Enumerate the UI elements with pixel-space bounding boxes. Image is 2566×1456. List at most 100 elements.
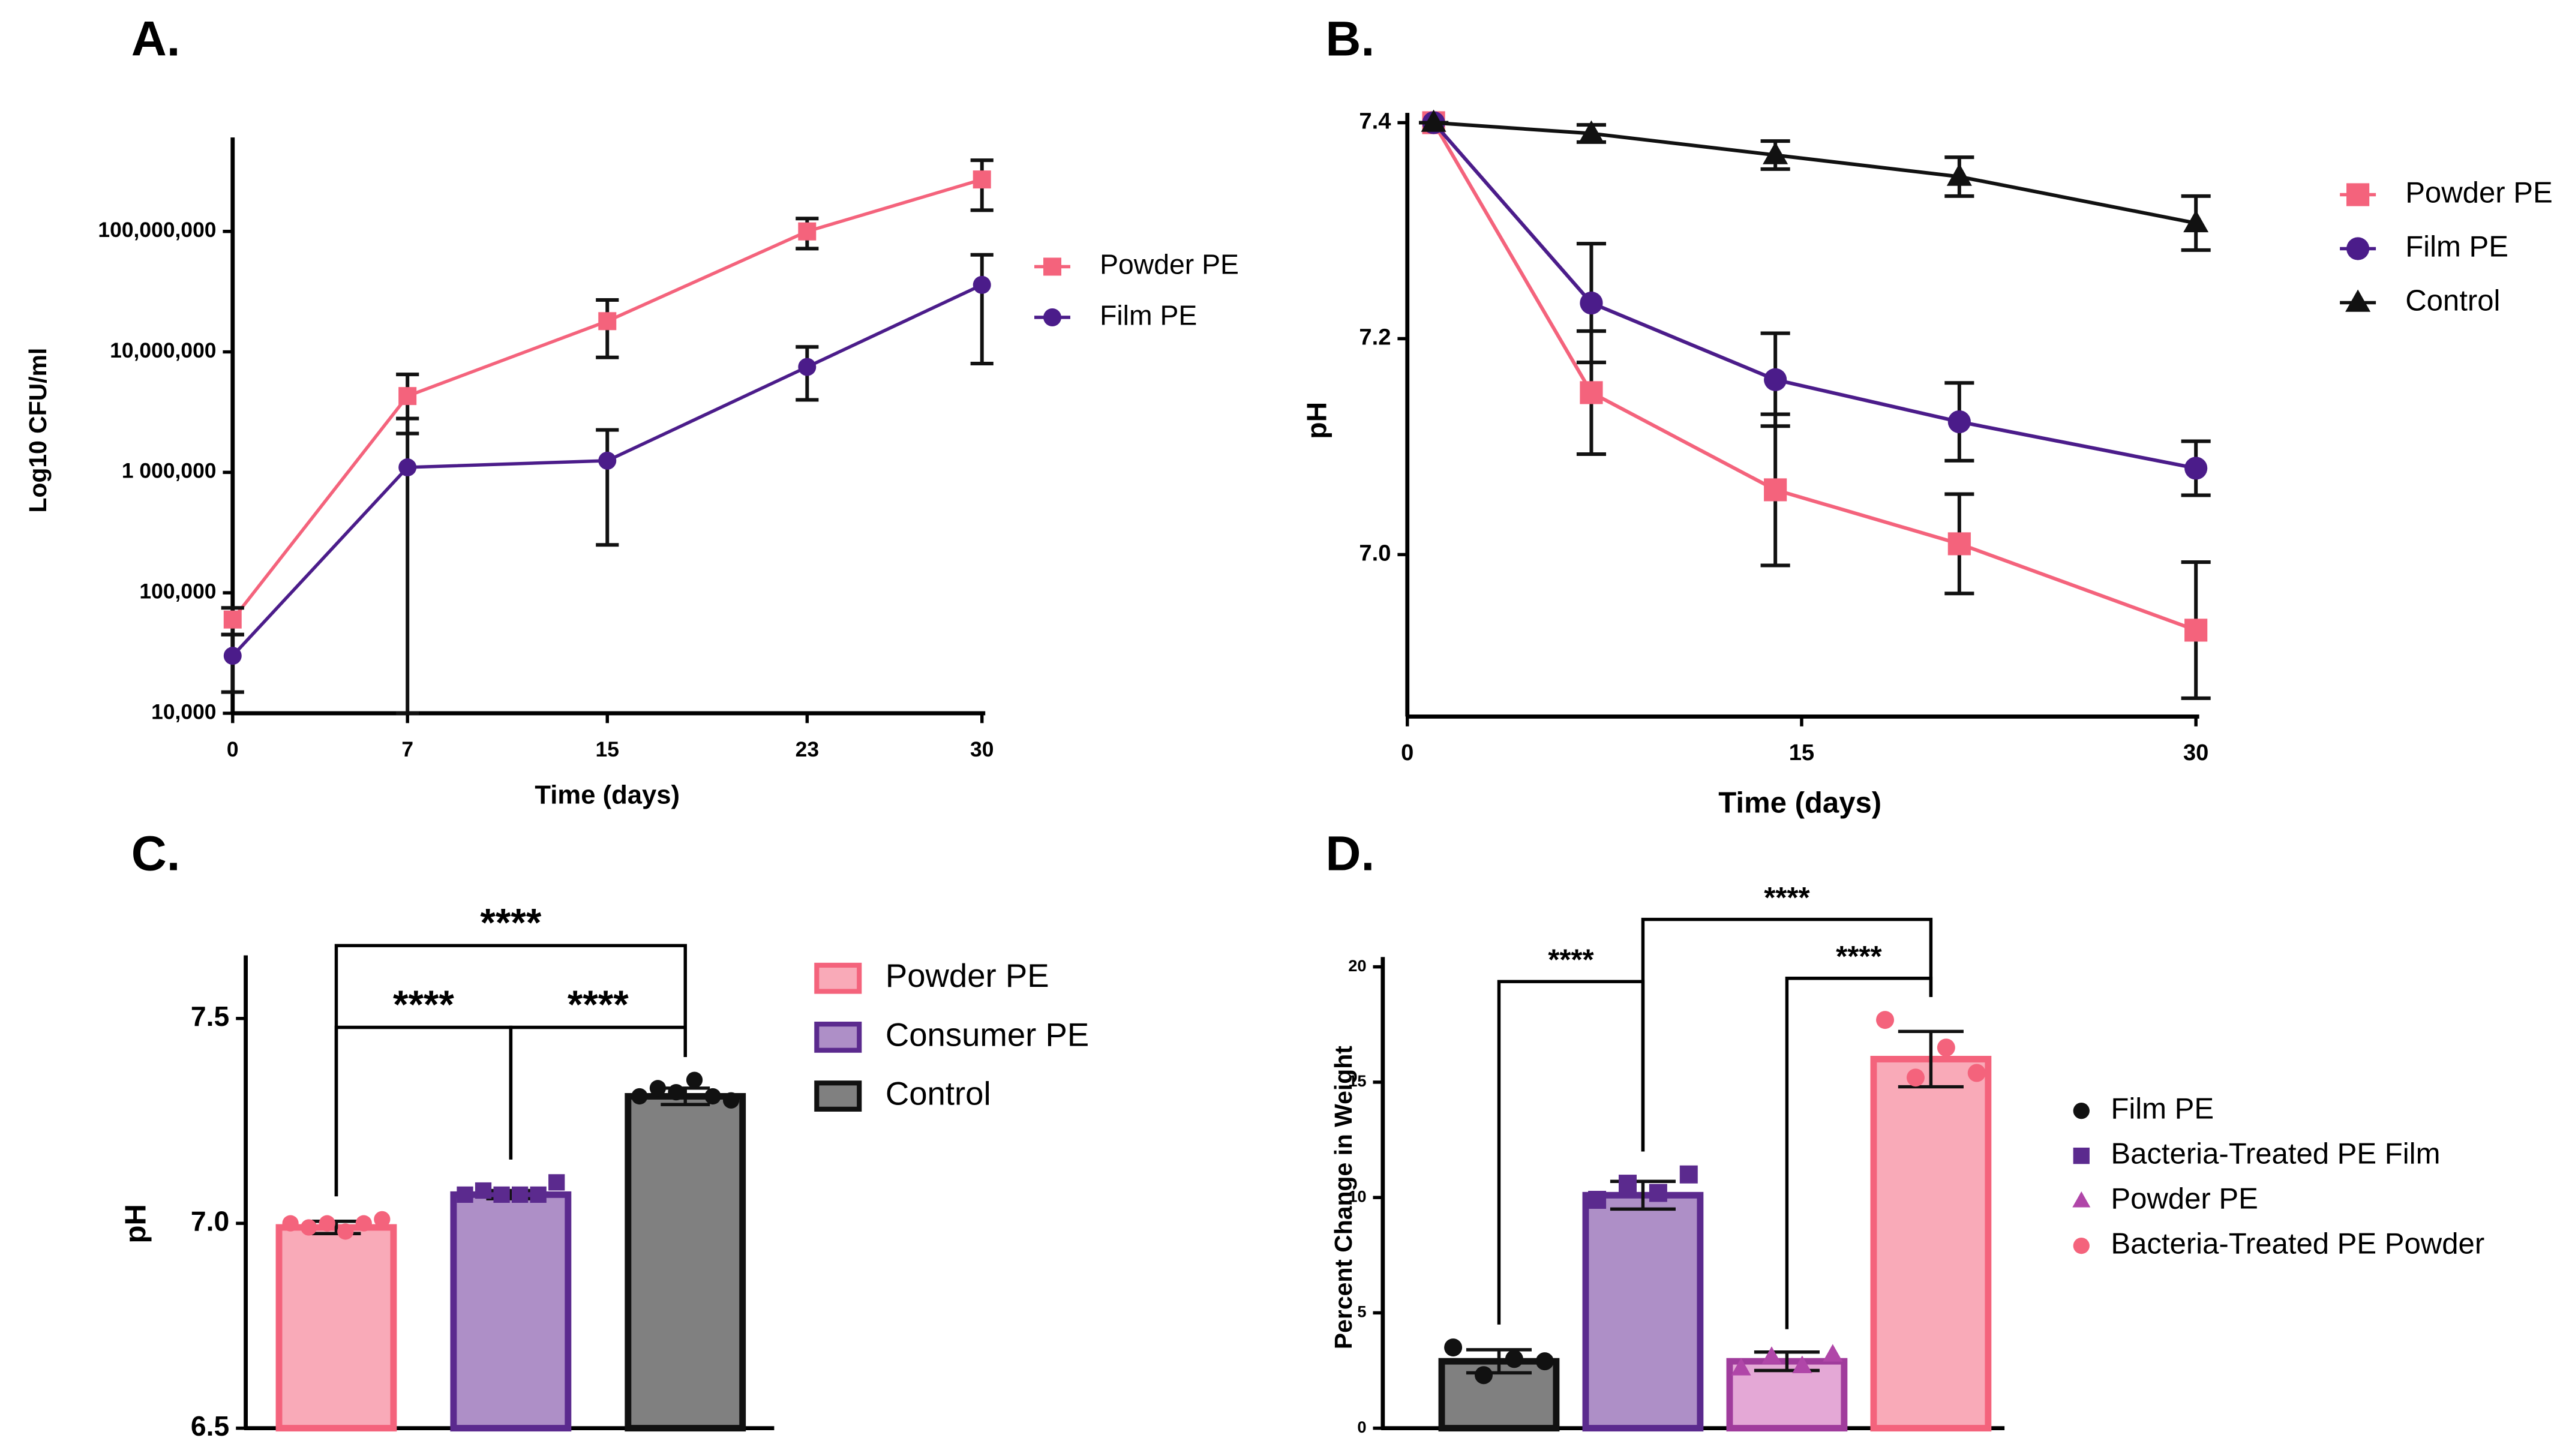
data-point (1876, 1011, 1895, 1029)
data-point (704, 1088, 721, 1105)
y-tick-label: 10,000 (151, 700, 216, 724)
error-bar (1898, 1029, 1964, 1089)
data-point (2184, 457, 2208, 480)
legend-label: Powder PE (1100, 249, 1239, 280)
legend-label: Bacteria-Treated PE Powder (2111, 1228, 2484, 1260)
legend-label: Control (886, 1075, 991, 1112)
data-point (1580, 381, 1603, 404)
data-point (1967, 1064, 1986, 1082)
legend-label: Consumer PE (886, 1016, 1089, 1053)
data-point (2183, 209, 2209, 233)
bar (275, 1224, 397, 1432)
data-point (1535, 1352, 1554, 1371)
data-point (1764, 368, 1787, 391)
data-point (548, 1174, 565, 1191)
data-point (1588, 1190, 1607, 1209)
legend-marker (2346, 183, 2370, 206)
data-point (1505, 1350, 1523, 1368)
data-point (686, 1071, 703, 1088)
data-point (223, 610, 242, 629)
data-point (1578, 120, 1604, 143)
legend-label: Powder PE (2111, 1183, 2258, 1215)
y-tick-label: 7.0 (191, 1205, 229, 1236)
significance-bracket (509, 1025, 687, 1160)
data-point (282, 1215, 299, 1232)
x-tick-label: 15 (1789, 740, 1814, 765)
legend-marker (2345, 289, 2371, 312)
y-tick-label: 100,000,000 (98, 218, 216, 242)
legend-label: Powder PE (886, 957, 1049, 994)
y-tick-label: 100,000 (139, 580, 216, 604)
error-bar (596, 428, 619, 547)
legend-label: Film PE (2405, 230, 2508, 263)
significance-bracket (1785, 976, 1933, 1329)
y-tick-label: 7.2 (1359, 325, 1391, 350)
significance-label: **** (480, 901, 541, 945)
y-tick-label: 7.0 (1359, 541, 1391, 566)
data-point (1679, 1165, 1698, 1184)
error-bar (661, 1086, 710, 1106)
x-axis-label: Time (days) (1718, 787, 1881, 819)
legend-marker (2073, 1147, 2090, 1164)
y-tick-label: 7.5 (191, 1001, 229, 1032)
data-point (1649, 1184, 1667, 1202)
bar (1582, 1191, 1704, 1432)
data-point (1792, 1355, 1812, 1373)
bar (450, 1191, 572, 1432)
data-point (1946, 163, 1972, 186)
data-point (2184, 619, 2208, 642)
legend-label: Control (2405, 284, 2500, 317)
data-point (355, 1215, 372, 1232)
legend-marker (2346, 237, 2370, 260)
y-tick-label: 1 000,000 (122, 459, 217, 483)
x-tick-label: 30 (970, 737, 994, 761)
data-point (337, 1223, 354, 1240)
data-point (1947, 532, 1971, 556)
y-axis-label: pH (120, 1204, 152, 1243)
data-point (1906, 1068, 1925, 1087)
panel-label: B. (1325, 12, 1374, 67)
panel-label: C. (131, 827, 181, 881)
data-point (1823, 1344, 1843, 1362)
x-tick-label: 0 (1401, 740, 1413, 765)
y-tick-label: 20 (1348, 956, 1366, 975)
legend-label: Bacteria-Treated PE Film (2111, 1138, 2440, 1170)
data-point (301, 1219, 317, 1236)
x-tick-label: 23 (796, 737, 819, 761)
significance-bracket (1641, 917, 1933, 1152)
significance-label: **** (1836, 941, 1882, 973)
y-axis-label: pH (1301, 402, 1332, 439)
x-tick-label: 7 (401, 737, 413, 761)
data-point (1618, 1175, 1637, 1193)
legend-swatch (814, 1080, 862, 1112)
legend-marker (2073, 1102, 2090, 1119)
data-point (973, 170, 991, 189)
data-point (223, 647, 242, 665)
data-point (798, 358, 817, 376)
data-point (1731, 1358, 1751, 1376)
data-point (598, 451, 617, 470)
data-point (512, 1186, 529, 1203)
legend-marker (1043, 308, 1061, 327)
data-point (1475, 1366, 1493, 1385)
data-point (1580, 291, 1603, 315)
error-bar (970, 253, 994, 366)
x-tick-label: 30 (2183, 740, 2208, 765)
bar (1870, 1055, 1992, 1432)
data-point (1761, 1346, 1782, 1364)
data-point (668, 1083, 685, 1101)
significance-label: **** (393, 983, 454, 1026)
x-tick-label: 15 (596, 737, 619, 761)
data-point (973, 275, 991, 294)
y-tick-label: 5 (1357, 1302, 1366, 1321)
y-tick-label: 0 (1357, 1418, 1366, 1436)
data-point (398, 387, 417, 406)
legend-marker (1043, 257, 1061, 276)
significance-label: **** (568, 983, 629, 1026)
data-point (722, 1092, 740, 1109)
legend-label: Powder PE (2405, 176, 2553, 209)
panel-label: A. (131, 12, 181, 67)
data-point (1764, 478, 1787, 502)
